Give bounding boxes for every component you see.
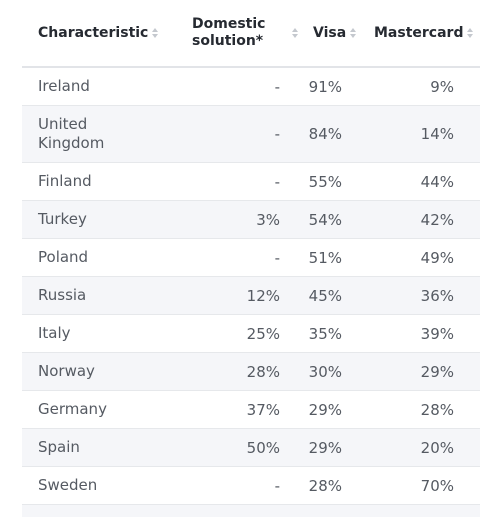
table-row: Norway 28% 30% 29%	[22, 353, 480, 391]
cell-domestic: 50%	[246, 438, 280, 457]
cell-domestic: 3%	[256, 210, 280, 229]
cell-domestic: -	[274, 476, 280, 495]
cell-visa: 29%	[308, 438, 342, 457]
cell-visa: 28%	[308, 476, 342, 495]
cell-visa: 55%	[308, 172, 342, 191]
cell-mastercard: 14%	[420, 125, 454, 143]
table-row: Poland - 51% 49%	[22, 239, 480, 277]
cell-visa: 45%	[308, 286, 342, 305]
sort-icon[interactable]	[350, 26, 358, 40]
table-row: Sweden - 28% 70%	[22, 467, 480, 505]
table-row: Germany 37% 29% 28%	[22, 391, 480, 429]
cell-mastercard: 42%	[420, 210, 454, 229]
cell-visa: 54%	[308, 210, 342, 229]
table-row: Turkey 3% 54% 42%	[22, 201, 480, 239]
table-row	[22, 505, 480, 517]
cell-characteristic: Sweden	[38, 476, 98, 494]
cell-characteristic: Russia	[38, 286, 87, 304]
cell-visa: 91%	[308, 77, 342, 96]
cell-mastercard: 29%	[420, 362, 454, 381]
column-header-label: Domestic solution*	[192, 16, 266, 49]
cell-characteristic: Ireland	[38, 77, 90, 95]
cell-mastercard: 70%	[420, 476, 454, 495]
cell-mastercard: 44%	[420, 172, 454, 191]
sort-icon[interactable]	[292, 26, 300, 40]
cell-domestic: 37%	[246, 400, 280, 419]
column-header-mastercard[interactable]: Mastercard	[374, 0, 480, 66]
column-header-label: Mastercard	[374, 24, 464, 41]
table-row: United Kingdom - 84% 14%	[22, 106, 480, 163]
cell-characteristic: Norway	[38, 362, 95, 380]
cell-visa: 35%	[308, 324, 342, 343]
cell-mastercard: 20%	[420, 438, 454, 457]
sort-icon[interactable]	[467, 26, 475, 40]
cell-characteristic: United Kingdom	[38, 115, 105, 152]
cell-mastercard: 49%	[420, 248, 454, 267]
cell-domestic: 12%	[246, 286, 280, 305]
cell-mastercard: 9%	[430, 77, 454, 96]
table-row: Russia 12% 45% 36%	[22, 277, 480, 315]
cell-visa: 30%	[308, 362, 342, 381]
cell-domestic: -	[274, 172, 280, 191]
cell-domestic: -	[274, 248, 280, 267]
cell-characteristic: Spain	[38, 438, 80, 456]
cell-domestic: -	[274, 77, 280, 96]
table-row: Italy 25% 35% 39%	[22, 315, 480, 353]
table-row: Spain 50% 29% 20%	[22, 429, 480, 467]
table-header: Characteristic Domestic solution* Visa M…	[22, 0, 480, 68]
cell-visa: 51%	[308, 248, 342, 267]
table-row: Finland - 55% 44%	[22, 163, 480, 201]
cell-characteristic: Germany	[38, 400, 107, 418]
cell-visa: 84%	[308, 125, 342, 143]
cell-mastercard: 28%	[420, 400, 454, 419]
sort-icon[interactable]	[152, 26, 160, 40]
cell-domestic: 28%	[246, 362, 280, 381]
cell-visa: 29%	[308, 400, 342, 419]
cell-characteristic: Finland	[38, 172, 92, 190]
column-header-characteristic[interactable]: Characteristic	[38, 0, 188, 66]
cell-domestic: 25%	[246, 324, 280, 343]
cell-characteristic: Italy	[38, 324, 71, 342]
table-row: Ireland - 91% 9%	[22, 68, 480, 106]
cell-characteristic: Poland	[38, 248, 89, 266]
column-header-label: Visa	[313, 24, 347, 41]
column-header-label: Characteristic	[38, 24, 149, 41]
cell-domestic: -	[274, 125, 280, 143]
data-table: Characteristic Domestic solution* Visa M…	[22, 0, 480, 517]
cell-mastercard: 39%	[420, 324, 454, 343]
cell-mastercard: 36%	[420, 286, 454, 305]
column-header-visa[interactable]: Visa	[313, 0, 373, 66]
cell-characteristic: Turkey	[38, 210, 87, 228]
column-header-domestic-solution[interactable]: Domestic solution*	[192, 0, 298, 66]
